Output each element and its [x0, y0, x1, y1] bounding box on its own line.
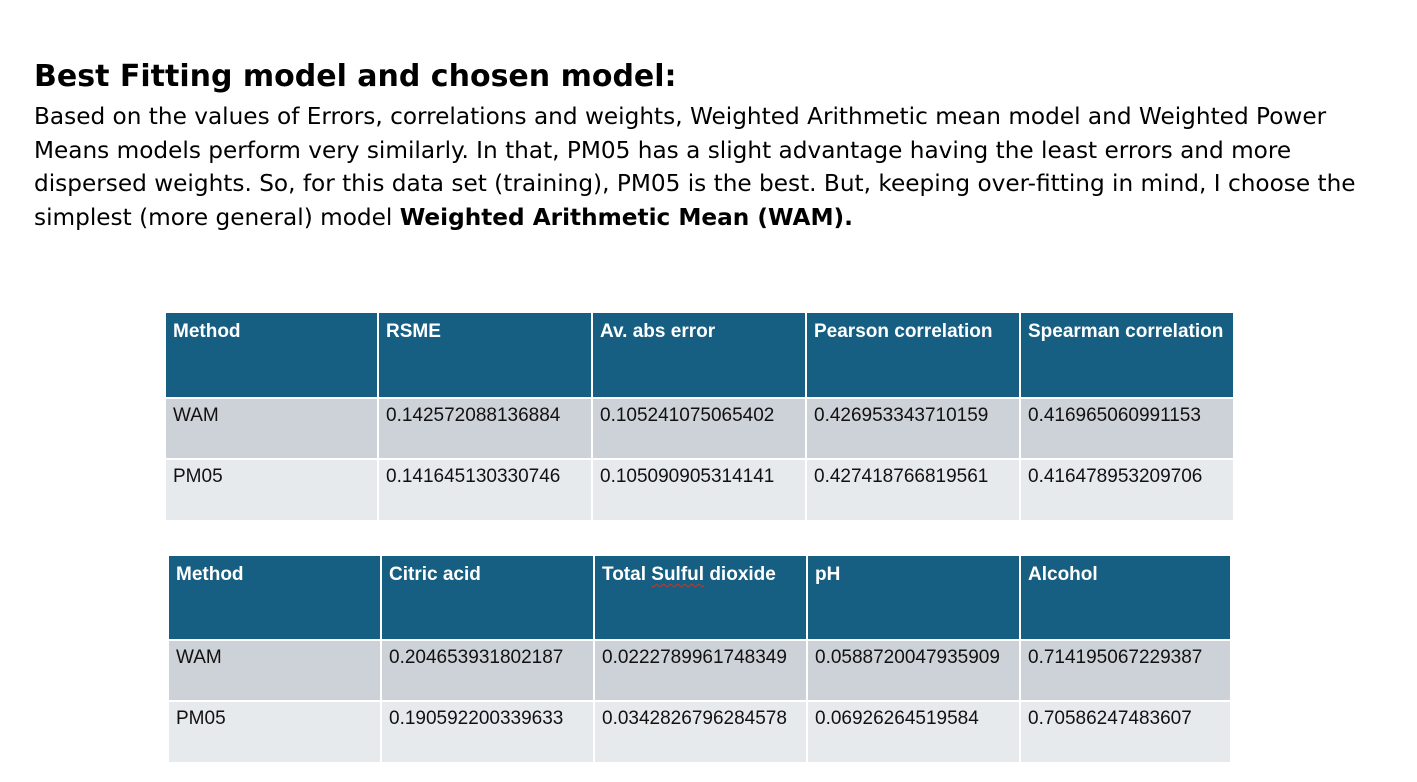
table-cell: WAM [169, 639, 381, 701]
table-cell: 0.70586247483607 [1019, 700, 1230, 762]
metrics-table: Method RSME Av. abs error Pearson correl… [166, 313, 1233, 520]
table-cell: 0.416478953209706 [1019, 458, 1233, 520]
misspelled-word[interactable]: Sulful [651, 564, 705, 585]
metrics-header-abs-error: Av. abs error [591, 313, 806, 398]
table-cell: 0.190592200339633 [380, 700, 594, 762]
page-heading: Best Fitting model and chosen model: [34, 59, 677, 94]
weights-header-alcohol: Alcohol [1019, 556, 1230, 640]
weights-header-citric-acid: Citric acid [380, 556, 594, 640]
summary-text: Based on the values of Errors, correlati… [34, 103, 1356, 231]
weights-table: Method Citric acid Total Sulful dioxide … [169, 556, 1230, 762]
table-cell: 0.416965060991153 [1019, 397, 1233, 459]
table-cell: PM05 [169, 700, 381, 762]
weights-header-row: Method Citric acid Total Sulful dioxide … [169, 556, 1230, 640]
header-text: dioxide [704, 564, 776, 585]
table-cell: PM05 [166, 458, 378, 520]
table-cell: 0.142572088136884 [377, 397, 592, 459]
table-cell: 0.714195067229387 [1019, 639, 1230, 701]
weights-header-ph: pH [806, 556, 1020, 640]
table-row: PM05 0.190592200339633 0.034282679628457… [169, 700, 1230, 762]
summary-paragraph: Based on the values of Errors, correlati… [34, 100, 1394, 234]
table-cell: WAM [166, 397, 378, 459]
table-cell: 0.0342826796284578 [593, 700, 807, 762]
metrics-header-pearson: Pearson correlation [805, 313, 1020, 398]
table-cell: 0.105090905314141 [591, 458, 806, 520]
metrics-header-spearman: Spearman correlation [1019, 313, 1233, 398]
chosen-model-text: Weighted Arithmetic Mean (WAM). [399, 203, 853, 231]
table-row: WAM 0.204653931802187 0.0222789961748349… [169, 639, 1230, 701]
weights-header-sulfur-dioxide: Total Sulful dioxide [593, 556, 807, 640]
metrics-header-method: Method [166, 313, 378, 398]
table-row: WAM 0.142572088136884 0.105241075065402 … [166, 397, 1233, 459]
metrics-header-rsme: RSME [377, 313, 592, 398]
table-cell: 0.427418766819561 [805, 458, 1020, 520]
table-cell: 0.0222789961748349 [593, 639, 807, 701]
table-cell: 0.141645130330746 [377, 458, 592, 520]
table-cell: 0.204653931802187 [380, 639, 594, 701]
metrics-header-row: Method RSME Av. abs error Pearson correl… [166, 313, 1233, 398]
table-cell: 0.426953343710159 [805, 397, 1020, 459]
table-cell: 0.105241075065402 [591, 397, 806, 459]
table-row: PM05 0.141645130330746 0.105090905314141… [166, 458, 1233, 520]
table-cell: 0.06926264519584 [806, 700, 1020, 762]
header-text: Total [602, 564, 652, 585]
weights-header-method: Method [169, 556, 381, 640]
table-cell: 0.0588720047935909 [806, 639, 1020, 701]
